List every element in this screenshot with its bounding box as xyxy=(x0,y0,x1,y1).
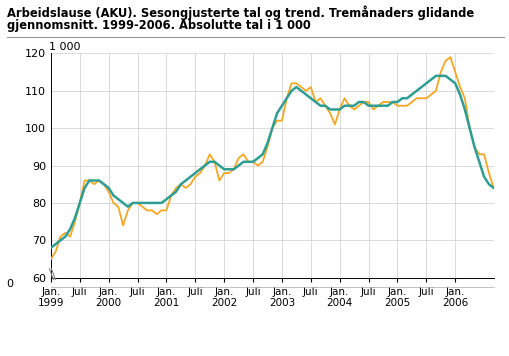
Text: 1 000: 1 000 xyxy=(49,42,80,52)
Legend: Sesongjustert, Trend: Sesongjustert, Trend xyxy=(165,355,379,356)
Text: gjennomsnitt. 1999-2006. Absolutte tal i 1 000: gjennomsnitt. 1999-2006. Absolutte tal i… xyxy=(7,19,310,32)
Text: 0: 0 xyxy=(7,279,14,289)
Text: Arbeidslause (AKU). Sesongjusterte tal og trend. Tremånaders glidande: Arbeidslause (AKU). Sesongjusterte tal o… xyxy=(7,5,474,20)
